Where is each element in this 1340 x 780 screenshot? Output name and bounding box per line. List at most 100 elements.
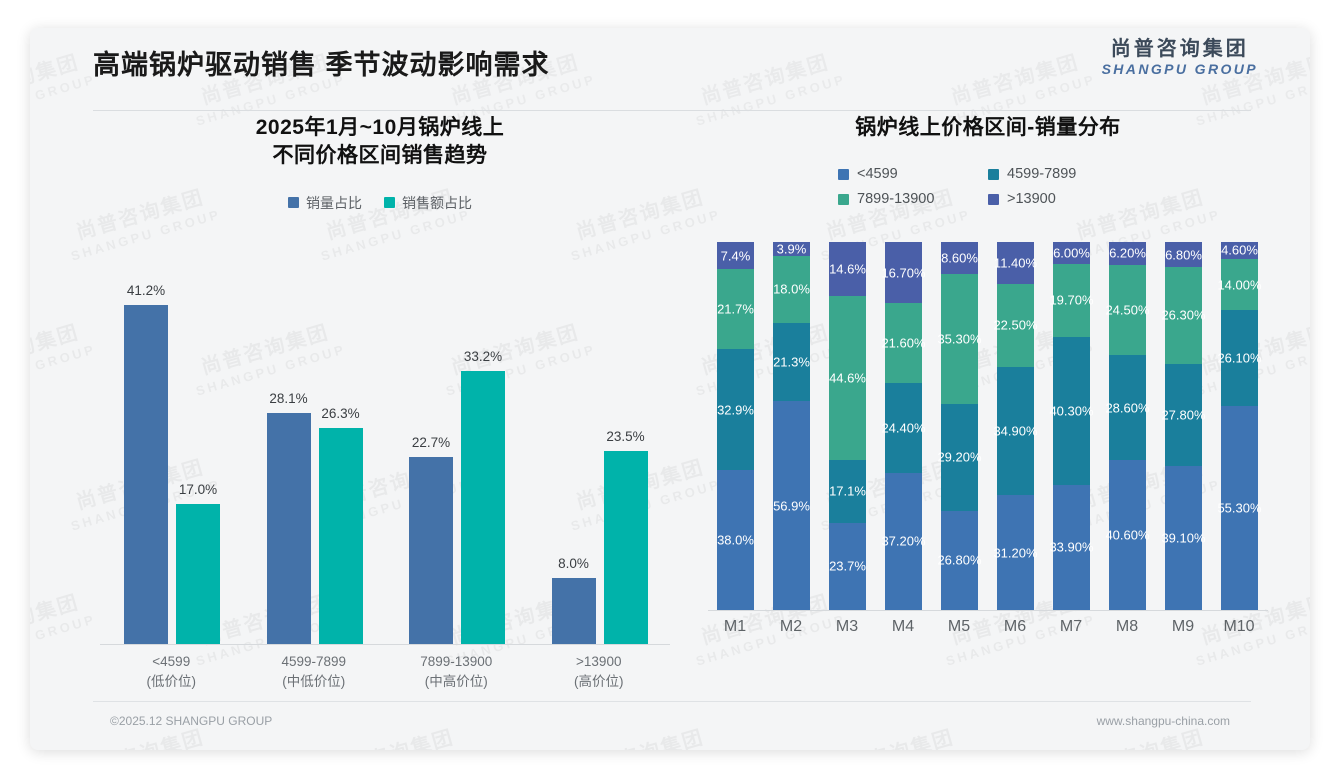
stack-segment-M7-7899-13900: 19.70% [1049,264,1094,337]
slide-content: 2025年1月~10月锅炉线上 不同价格区间销售趋势 销量占比 销售额占比 41.… [30,114,1310,694]
x-axis-label-tier: (中低价位) [282,674,346,690]
x-axis-label-M2: M2 [779,618,803,635]
legend-item-1-1[interactable]: 4599-7899 [988,166,1138,182]
stacked-bar-M2[interactable]: 3.9% 18.0% 21.3% 56.9% [773,241,810,611]
bar-group-2: 22.7% 33.2% [385,274,528,644]
stack-segment-M2-<4599: 56.9% [773,400,810,611]
x-axis-label-range: >13900 [576,654,622,669]
stack-value-label: 56.9% [773,498,810,514]
left-chart-legend: 销量占比 销售额占比 [70,193,690,213]
bar-value-label: 33.2% [463,349,503,365]
stack-value-label: 21.60% [881,335,926,351]
stack-value-label: 19.70% [1049,292,1094,308]
stack-segment-M9-7899-13900: 26.30% [1161,267,1206,364]
stacked-bar-M8[interactable]: 6.20% 24.50% 28.60% 40.60% [1105,242,1150,610]
legend-label: 4599-7899 [1007,166,1077,183]
bar-<4599-销售额占比[interactable]: 17.0% [176,274,220,644]
stack-segment-M6->13900: 11.40% [994,242,1037,284]
bar-column [124,305,168,644]
stack-segment-M5->13900: 8.60% [941,242,978,274]
stack-segment-M3-7899-13900: 44.6% [829,295,866,460]
stack-value-label: 18.0% [773,281,810,297]
stack-segment-M8-<4599: 40.60% [1105,460,1150,610]
stack-value-label: 26.30% [1161,307,1206,323]
bar-7899-13900-销量占比[interactable]: 22.7% [409,274,453,644]
stack-segment-M3->13900: 14.6% [829,242,866,296]
stack-value-label: 35.30% [937,331,982,347]
bar->13900-销量占比[interactable]: 8.0% [551,274,596,644]
x-axis-label-tier: (低价位) [146,674,197,690]
stack-segment-M5-7899-13900: 35.30% [937,273,982,404]
legend-swatch [988,193,999,205]
stack-segment-M6-7899-13900: 22.50% [993,283,1038,367]
x-axis-label-tier: (中高价位) [424,674,488,690]
stack-segment-M7-4599-7899: 40.30% [1049,336,1094,485]
bar-column [603,450,648,644]
legend-item-1-0[interactable]: <4599 [838,166,988,182]
logo-chinese-text: 尚普咨询集团 [1110,38,1249,60]
stack-value-label: 3.9% [776,241,807,257]
header-divider [93,110,1251,111]
stack-segment-M10->13900: 4.60% [1221,242,1258,259]
x-axis-label-range: <4599 [152,654,191,669]
logo-english-text: SHANGPU GROUP [1101,61,1258,77]
legend-item-1-3[interactable]: >13900 [988,191,1138,207]
stacked-bar-M4[interactable]: 16.70% 21.60% 24.40% 37.20% [881,242,926,610]
x-axis-label-0: <4599 (低价位) [100,652,243,693]
stack-value-label: 37.20% [881,533,926,549]
x-axis-label-range: 4599-7899 [281,654,347,669]
legend-item-0-1[interactable]: 销售额占比 [384,193,472,213]
stack-segment-M6-<4599: 31.20% [993,495,1038,610]
stack-segment-M3-4599-7899: 17.1% [829,459,866,523]
bar->13900-销售额占比[interactable]: 23.5% [603,274,648,644]
legend-label: 7899-13900 [857,191,935,208]
brand-logo: 尚普咨询集团 SHANGPU GROUP [1102,38,1258,78]
stack-value-label: 28.60% [1105,400,1150,416]
stack-value-label: 40.30% [1049,403,1094,419]
stack-value-label: 16.70% [881,265,926,281]
stack-segment-M10-4599-7899: 26.10% [1217,310,1262,407]
stack-value-label: 4.60% [1221,242,1258,258]
stack-segment-M3-<4599: 23.7% [829,522,866,610]
bar-column [409,457,453,644]
stack-value-label: 21.7% [717,301,754,317]
bar-value-label: 41.2% [126,283,166,299]
stack-segment-M9-<4599: 39.10% [1161,466,1206,610]
left-chart-title-line1: 2025年1月~10月锅炉线上 [255,116,505,139]
x-axis-label-1: 4599-7899 (中低价位) [243,652,386,693]
stacked-bar-M9[interactable]: 6.80% 26.30% 27.80% 39.10% [1161,242,1206,610]
legend-item-0-0[interactable]: 销量占比 [288,193,362,213]
stacked-bar-M7[interactable]: 6.00% 19.70% 40.30% 33.90% [1049,242,1094,610]
legend-swatch [384,197,395,209]
bar-group-3: 8.0% 23.5% [528,274,671,644]
stacked-bar-M6[interactable]: 11.40% 22.50% 34.90% 31.20% [993,242,1038,610]
bar-4599-7899-销量占比[interactable]: 28.1% [266,274,311,644]
page-title: 高端锅炉驱动销售 季节波动影响需求 [93,50,550,80]
x-axis-label-M8: M8 [1115,618,1139,635]
stacked-bar-M10[interactable]: 4.60% 14.00% 26.10% 55.30% [1217,242,1262,610]
stack-segment-M1-7899-13900: 21.7% [717,269,754,350]
stack-value-label: 24.50% [1105,302,1150,318]
x-axis-label-M9: M9 [1171,618,1195,635]
bar-4599-7899-销售额占比[interactable]: 26.3% [318,274,363,644]
stack-value-label: 6.00% [1053,245,1090,261]
stack-segment-M7-<4599: 33.90% [1049,484,1094,610]
legend-label: <4599 [857,166,898,183]
x-axis-label-M10: M10 [1223,618,1255,635]
stack-value-label: 7.4% [720,248,751,264]
grouped-bar-chart: 41.2% 17.0% 28.1% 26.3% 22.7% 33.2% 8.0% 23.5% … [70,274,690,694]
bar-7899-13900-销售额占比[interactable]: 33.2% [461,274,505,644]
stack-segment-M9-4599-7899: 27.80% [1161,363,1206,467]
stacked-bar-M1[interactable]: 7.4% 21.7% 32.9% 38.0% [717,242,754,610]
x-axis-label-M3: M3 [835,618,859,635]
bar-<4599-销量占比[interactable]: 41.2% [124,274,168,644]
stack-segment-M1->13900: 7.4% [717,242,754,270]
slide-header: 高端锅炉驱动销售 季节波动影响需求 尚普咨询集团 SHANGPU GROUP [30,28,1310,100]
stacked-bar-M3[interactable]: 14.6% 44.6% 17.1% 23.7% [829,242,866,610]
bar-value-label: 8.0% [558,556,589,572]
legend-item-1-2[interactable]: 7899-13900 [838,191,988,207]
stack-segment-M1-4599-7899: 32.9% [717,349,754,471]
bar-value-label: 28.1% [269,390,308,406]
stacked-bar-M5[interactable]: 8.60% 35.30% 29.20% 26.80% [937,242,982,610]
